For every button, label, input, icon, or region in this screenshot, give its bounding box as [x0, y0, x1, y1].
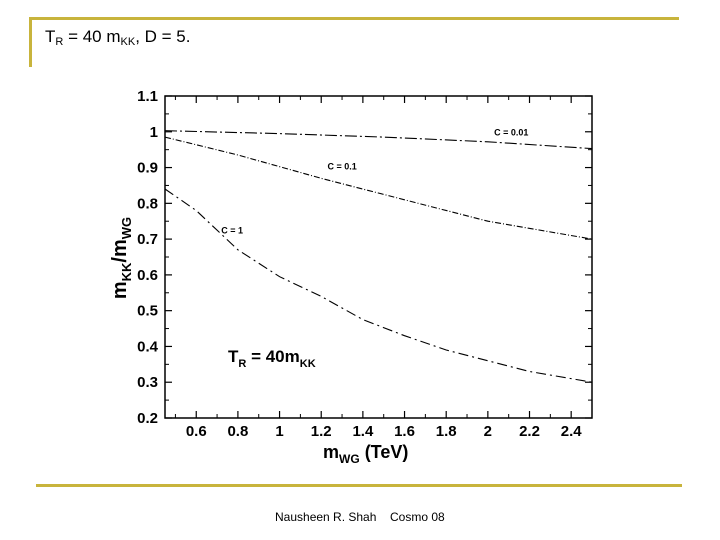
x-tick-label-8: 2.2: [519, 423, 540, 440]
x-tick-label-4: 1.4: [352, 423, 374, 440]
footer-author: Nausheen R. Shah: [275, 510, 377, 524]
y-tick-label-3: 0.5: [137, 303, 158, 320]
y-axis-label-part-0: m: [109, 281, 131, 299]
title-end: , D = 5.: [135, 27, 191, 46]
x-tick-label-2: 1: [275, 423, 283, 440]
x-axis-label-part-0: m: [323, 442, 339, 462]
annotation-part-1: R: [238, 358, 246, 370]
title-sub-kk: KK: [120, 36, 136, 48]
y-tick-label-5: 0.7: [137, 231, 158, 248]
y-tick-label-9: 1.1: [137, 88, 158, 105]
x-tick-label-1: 0.8: [227, 423, 248, 440]
y-tick-label-6: 0.8: [137, 195, 158, 212]
slide-title: TR = 40 mKK, D = 5.: [45, 27, 190, 48]
annotation: TR = 40mKK: [228, 347, 316, 370]
y-tick-label-4: 0.6: [137, 267, 158, 284]
y-tick-label-2: 0.4: [137, 338, 159, 355]
title-mid: = 40 m: [63, 27, 121, 46]
y-tick-label-0: 0.2: [137, 410, 158, 427]
title-sub-r: R: [55, 36, 64, 48]
y-tick-label-7: 0.9: [137, 160, 158, 177]
x-tick-label-3: 1.2: [311, 423, 332, 440]
annotation-part-3: KK: [300, 358, 316, 370]
x-axis-label: mWG (TeV): [323, 442, 408, 466]
y-tick-label-8: 1: [150, 124, 158, 141]
footer-event: Cosmo 08: [390, 510, 445, 524]
x-tick-label-6: 1.8: [436, 423, 457, 440]
x-tick-label-7: 2: [484, 423, 492, 440]
series-label-1: C = 0.1: [327, 161, 356, 171]
series-label-0: C = 0.01: [494, 127, 528, 137]
annotation-part-2: = 40m: [246, 347, 299, 366]
bottom-rule: [36, 484, 682, 487]
chart: 0.2 0.3 0.4 0.5 0.6 0.7 0.8 0.9 1 1.1 0.6 0.8 1 1.2 1.…: [109, 88, 593, 466]
y-axis-label-part-2: /m: [109, 239, 131, 262]
title-accent-bar: [29, 17, 32, 67]
top-rule: [29, 17, 679, 20]
series-line-2: [164, 188, 593, 383]
y-axis-label-part-3: WG: [119, 217, 134, 239]
series-label-2: C = 1: [221, 226, 243, 236]
title-t: T: [45, 27, 56, 46]
y-axis-label-part-1: KK: [119, 262, 134, 281]
series-line-0: [164, 130, 593, 150]
series-line-1: [164, 136, 593, 240]
x-tick-label-5: 1.6: [394, 423, 415, 440]
y-axis-label: mKK/mWG: [109, 217, 134, 299]
x-axis-label-part-2: (TeV): [360, 442, 409, 462]
y-tick-label-1: 0.3: [137, 374, 158, 391]
x-tick-label-0: 0.6: [186, 423, 207, 440]
x-axis-label-part-1: WG: [339, 452, 360, 466]
x-tick-label-9: 2.4: [561, 423, 583, 440]
annotation-part-0: T: [228, 347, 239, 366]
